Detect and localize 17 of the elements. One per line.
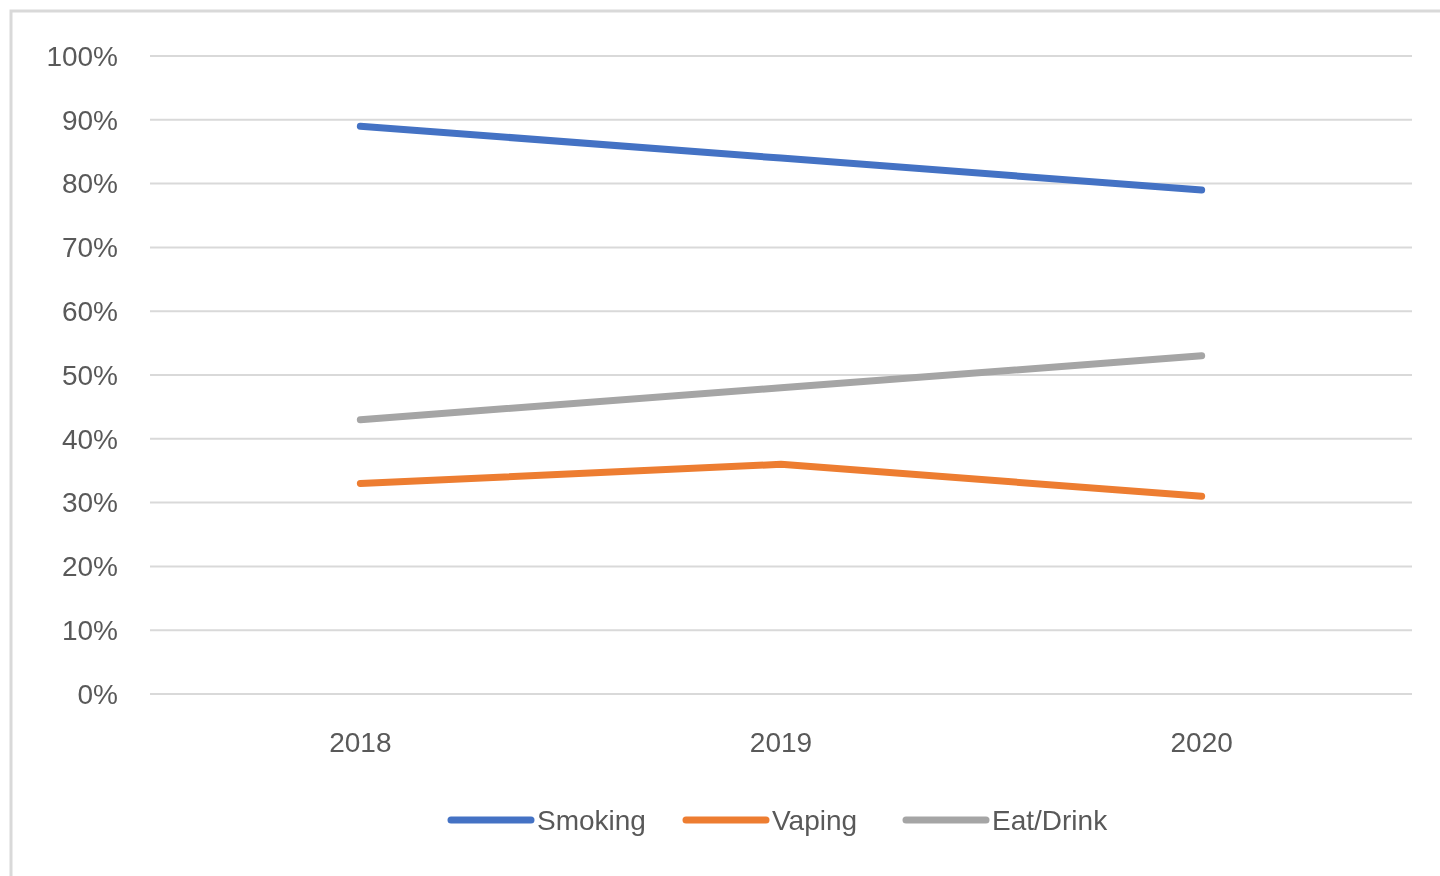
y-tick-label: 80% — [61, 168, 118, 200]
y-tick-label: 70% — [61, 232, 118, 264]
x-tick-label: 2019 — [749, 727, 813, 758]
x-tick-label: 2018 — [329, 727, 392, 758]
y-tick-label: 20% — [61, 551, 118, 583]
x-tick-label: 2020 — [1170, 727, 1233, 758]
y-tick-label: 10% — [61, 615, 118, 646]
y-tick-label: 60% — [61, 296, 118, 327]
y-tick-label: 40% — [61, 423, 118, 455]
legend-label: Eat/Drink — [992, 804, 1109, 836]
legend-label: Vaping — [772, 804, 858, 836]
y-tick-label: 50% — [61, 359, 118, 391]
legend-label: Smoking — [537, 804, 646, 836]
y-tick-label: 100% — [46, 40, 118, 72]
y-tick-label: 90% — [61, 104, 118, 136]
y-tick-label: 30% — [61, 487, 118, 519]
y-tick-label: 0% — [77, 678, 118, 710]
